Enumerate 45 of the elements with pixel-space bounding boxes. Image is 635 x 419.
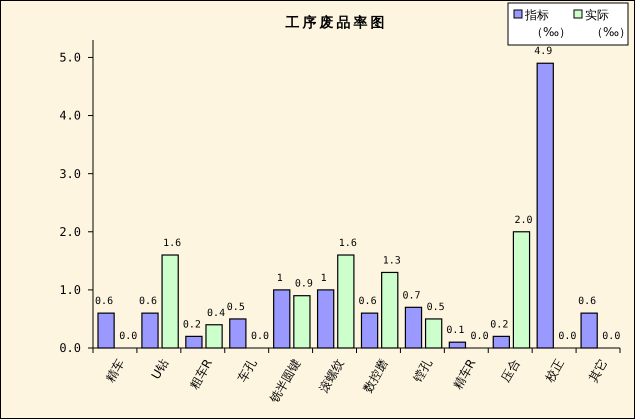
data-label: 1 bbox=[320, 272, 327, 284]
data-label: 0.7 bbox=[402, 290, 421, 302]
data-label: 1.6 bbox=[163, 238, 182, 250]
x-tick-label: U钻 bbox=[148, 356, 172, 382]
data-label: 0.0 bbox=[558, 331, 576, 342]
y-tick-label: 0.0 bbox=[59, 341, 81, 356]
x-tick-label: 粗车R bbox=[186, 356, 216, 392]
y-tick-label: 5.0 bbox=[59, 50, 81, 65]
data-label: 0.6 bbox=[578, 296, 596, 308]
x-tick-label: 数控磨 bbox=[360, 356, 391, 395]
x-tick-label: 其它 bbox=[586, 356, 610, 384]
data-label: 4.9 bbox=[534, 46, 552, 58]
y-tick-label: 1.0 bbox=[59, 283, 81, 298]
data-label: 0.0 bbox=[602, 331, 620, 342]
data-label: 0.0 bbox=[250, 331, 270, 342]
x-tick-label: 压合 bbox=[498, 356, 522, 384]
data-label: 1.6 bbox=[338, 238, 357, 250]
y-tick-label: 4.0 bbox=[59, 108, 81, 123]
x-tick-label: 精车 bbox=[103, 356, 128, 384]
data-label: 0.2 bbox=[182, 319, 201, 330]
data-label: 0.2 bbox=[490, 319, 508, 330]
legend-label: 实际（‰） bbox=[585, 8, 632, 39]
data-label: 0.4 bbox=[207, 308, 226, 319]
y-tick-label: 2.0 bbox=[59, 224, 81, 239]
data-label: 0.5 bbox=[426, 302, 445, 313]
x-tick-label: 校正 bbox=[542, 356, 566, 386]
data-label: 1.3 bbox=[382, 255, 401, 266]
data-label: 0.6 bbox=[95, 296, 114, 308]
legend-label: 指标（‰） bbox=[524, 8, 572, 39]
data-label: 0.0 bbox=[119, 331, 138, 342]
data-label: 0.6 bbox=[138, 296, 158, 308]
x-tick-label: 镗孔 bbox=[410, 356, 435, 386]
data-label: 0.6 bbox=[358, 296, 377, 308]
data-label: 0.1 bbox=[446, 325, 464, 336]
x-tick-label: 滚螺纹 bbox=[316, 356, 347, 395]
data-label: 1 bbox=[276, 272, 283, 284]
x-tick-label: 车孔 bbox=[234, 356, 259, 384]
x-tick-label: 精车R bbox=[450, 356, 479, 392]
data-label: 2.0 bbox=[514, 214, 533, 226]
x-tick-label: 铣半圆键 bbox=[266, 356, 303, 406]
data-label: 0.5 bbox=[226, 302, 245, 313]
data-label: 0.9 bbox=[294, 278, 313, 290]
y-tick-label: 3.0 bbox=[59, 166, 81, 181]
chart-title: 工序废品率图 bbox=[284, 14, 388, 31]
data-label: 0.0 bbox=[470, 331, 489, 342]
